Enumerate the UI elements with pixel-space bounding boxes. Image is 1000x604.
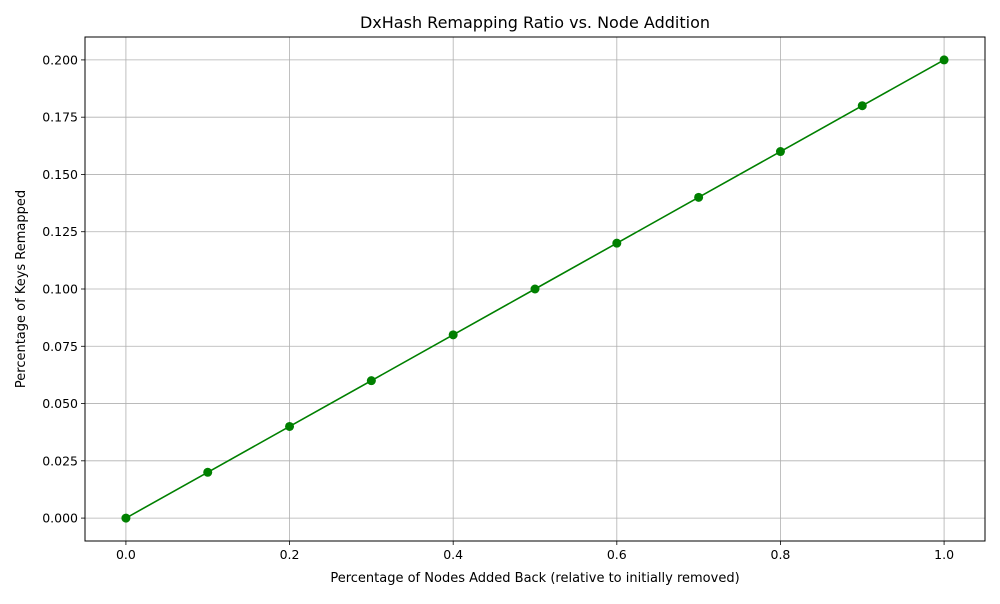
x-tick-label: 0.6 [607,547,627,562]
data-point [939,55,949,65]
x-tick-label: 1.0 [934,547,954,562]
y-tick-label: 0.100 [42,282,78,297]
data-point [694,192,704,202]
y-tick-label: 0.075 [42,339,78,354]
y-axis-label: Percentage of Keys Remapped [14,190,29,388]
y-tick-label: 0.000 [42,511,78,526]
data-point [857,101,867,111]
x-tick-label: 0.8 [771,547,791,562]
chart-title: DxHash Remapping Ratio vs. Node Addition [360,13,710,32]
data-point [530,284,540,294]
x-tick-label: 0.2 [280,547,300,562]
x-tick-label: 0.0 [116,547,136,562]
series-layer [121,55,949,523]
x-tick-label: 0.4 [443,547,463,562]
grid-lines [85,37,985,541]
data-point [203,467,213,477]
data-point [612,238,622,248]
y-tick-label: 0.150 [42,167,78,182]
y-tick-label: 0.125 [42,224,78,239]
y-tick-label: 0.025 [42,453,78,468]
data-point [775,147,785,157]
data-point [285,421,295,431]
y-tick-label: 0.050 [42,396,78,411]
x-axis-label: Percentage of Nodes Added Back (relative… [330,571,739,586]
data-point [121,513,131,523]
y-axis-ticks: 0.000 0.025 0.050 0.075 0.100 0.125 0.150 0.175… [42,52,85,526]
data-point [448,330,458,340]
data-point [366,376,376,386]
y-tick-label: 0.175 [42,110,78,125]
x-axis-ticks: 0.0 0.2 0.4 0.6 0.8 1.0 [116,541,954,562]
y-tick-label: 0.200 [42,52,78,67]
